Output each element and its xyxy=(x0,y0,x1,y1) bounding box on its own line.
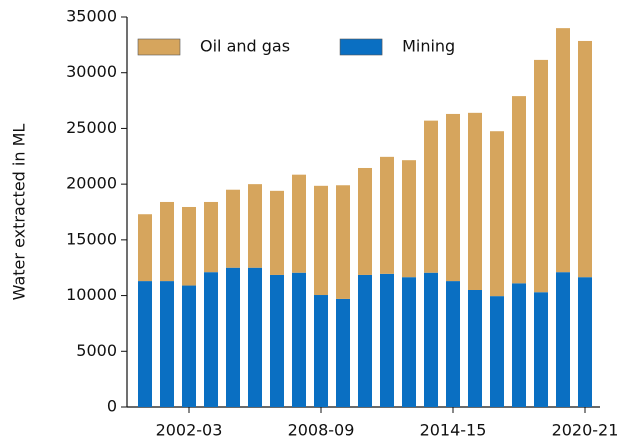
legend-label: Mining xyxy=(402,37,455,56)
x-tick-label: 2020-21 xyxy=(552,421,619,440)
bar-segment xyxy=(578,277,592,407)
bar-segment xyxy=(160,281,174,407)
y-axis-label: Water extracted in ML xyxy=(10,124,29,301)
bar-segment xyxy=(314,295,328,407)
bar-segment xyxy=(204,201,218,273)
bar-segment xyxy=(292,174,306,273)
y-tick-label: 5000 xyxy=(76,341,117,360)
bar-segment xyxy=(248,184,262,268)
y-tick-label: 15000 xyxy=(66,229,117,248)
legend-swatch xyxy=(137,38,181,56)
x-tick-label: 2002-03 xyxy=(156,421,223,440)
bar-segment xyxy=(138,214,152,282)
x-tick-label: 2008-09 xyxy=(288,421,355,440)
y-tick-label: 0 xyxy=(107,397,117,416)
bar-segment xyxy=(468,290,482,407)
y-tick-label: 20000 xyxy=(66,174,117,193)
y-tick-label: 30000 xyxy=(66,62,117,81)
bar-segment xyxy=(446,281,460,407)
bar-segment xyxy=(534,292,548,407)
bar-segment xyxy=(138,281,152,407)
bar-segment xyxy=(160,201,174,282)
bar-segment xyxy=(380,273,394,407)
bar-segment xyxy=(402,277,416,407)
bar-segment xyxy=(270,190,284,275)
bar-segment xyxy=(182,285,196,407)
bar-segment xyxy=(358,274,372,407)
bar-segment xyxy=(556,28,570,273)
legend-label: Oil and gas xyxy=(200,37,290,56)
bar-segment xyxy=(358,167,372,275)
bar-segment xyxy=(226,267,240,407)
bar-segment xyxy=(468,112,482,290)
x-tick-label: 2014-15 xyxy=(420,421,487,440)
legend-swatch xyxy=(339,38,383,56)
bar-segment xyxy=(204,272,218,407)
bar-segment xyxy=(226,189,240,268)
bar-segment xyxy=(314,185,328,296)
bar-segment xyxy=(512,96,526,284)
bar-segment xyxy=(336,298,350,407)
bar-segment xyxy=(182,206,196,286)
y-tick-label: 25000 xyxy=(66,118,117,137)
bar-segment xyxy=(556,272,570,407)
bar-segment xyxy=(402,160,416,278)
bar-segment xyxy=(490,131,504,297)
y-tick-label: 10000 xyxy=(66,285,117,304)
bar-segment xyxy=(578,40,592,278)
bar-segment xyxy=(534,59,548,293)
bar-segment xyxy=(424,272,438,407)
bar-segment xyxy=(248,267,262,407)
y-tick-label: 35000 xyxy=(66,7,117,26)
bar-segment xyxy=(380,156,394,274)
bar-segment xyxy=(424,120,438,273)
bar-segment xyxy=(336,185,350,299)
bar-segment xyxy=(490,296,504,407)
bar-segment xyxy=(270,274,284,407)
bar-segment xyxy=(292,272,306,407)
bar-segment xyxy=(512,283,526,407)
bar-segment xyxy=(446,113,460,282)
